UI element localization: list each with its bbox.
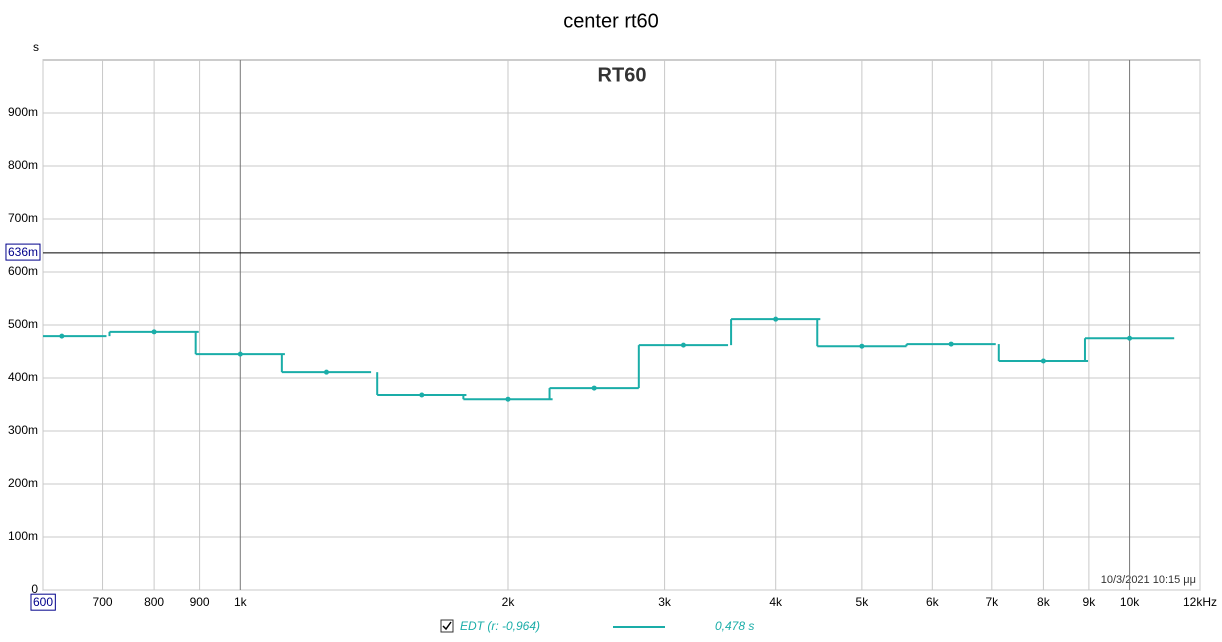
- x-tick-label: 7k: [985, 595, 999, 609]
- legend-label: EDT (r: -0,964): [460, 619, 540, 633]
- cursor-box: [5, 243, 41, 261]
- point: [1127, 335, 1133, 341]
- y-tick-label: 200m: [8, 476, 38, 490]
- y-tick-label: 700m: [8, 211, 38, 225]
- x-tick-label: 900: [190, 595, 210, 609]
- y-tick-label: 0: [31, 582, 38, 596]
- y-tick-label: 400m: [8, 370, 38, 384]
- y-tick-label: 900m: [8, 105, 38, 119]
- timestamp: 10/3/2021 10:15 μμ: [1101, 574, 1196, 586]
- point: [859, 343, 865, 349]
- cursor-label: 636m: [8, 245, 38, 259]
- checkmark: [442, 621, 452, 631]
- x-tick-label: 8k: [1037, 595, 1051, 609]
- point: [591, 385, 597, 391]
- x-tick-label: 9k: [1083, 595, 1097, 609]
- y-tick-label: 500m: [8, 317, 38, 331]
- x-tick-label: 700: [93, 595, 113, 609]
- x-tick-label: 600: [33, 595, 53, 609]
- x-tick-label: 800: [144, 595, 164, 609]
- y-tick-label: 800m: [8, 158, 38, 172]
- point: [151, 329, 157, 335]
- y-tick-label: 100m: [8, 529, 38, 543]
- inner-title: RT60: [598, 64, 647, 86]
- chart-title: center rt60: [563, 10, 659, 32]
- x-tick-label: 2k: [502, 595, 516, 609]
- point: [505, 396, 511, 402]
- y-tick-label: 600m: [8, 264, 38, 278]
- point: [680, 342, 686, 348]
- x-tick-label: 10k: [1120, 595, 1140, 609]
- x-tick-label: 12kHz: [1183, 595, 1217, 609]
- point: [773, 316, 779, 322]
- y-tick-label: 300m: [8, 423, 38, 437]
- x-tick-label: 1k: [234, 595, 248, 609]
- x-tick-label: 6k: [926, 595, 940, 609]
- point: [419, 392, 425, 398]
- point: [1040, 358, 1046, 364]
- x-tick-label: 4k: [769, 595, 783, 609]
- point: [59, 333, 65, 339]
- point: [237, 351, 243, 357]
- x-tick-label: 3k: [658, 595, 672, 609]
- cursor-box: [30, 593, 56, 611]
- point: [323, 369, 329, 375]
- legend-checkbox[interactable]: [440, 619, 454, 633]
- legend-value: 0,478 s: [715, 619, 754, 633]
- x-tick-label: 5k: [856, 595, 870, 609]
- point: [948, 341, 954, 347]
- y-unit: s: [33, 40, 39, 54]
